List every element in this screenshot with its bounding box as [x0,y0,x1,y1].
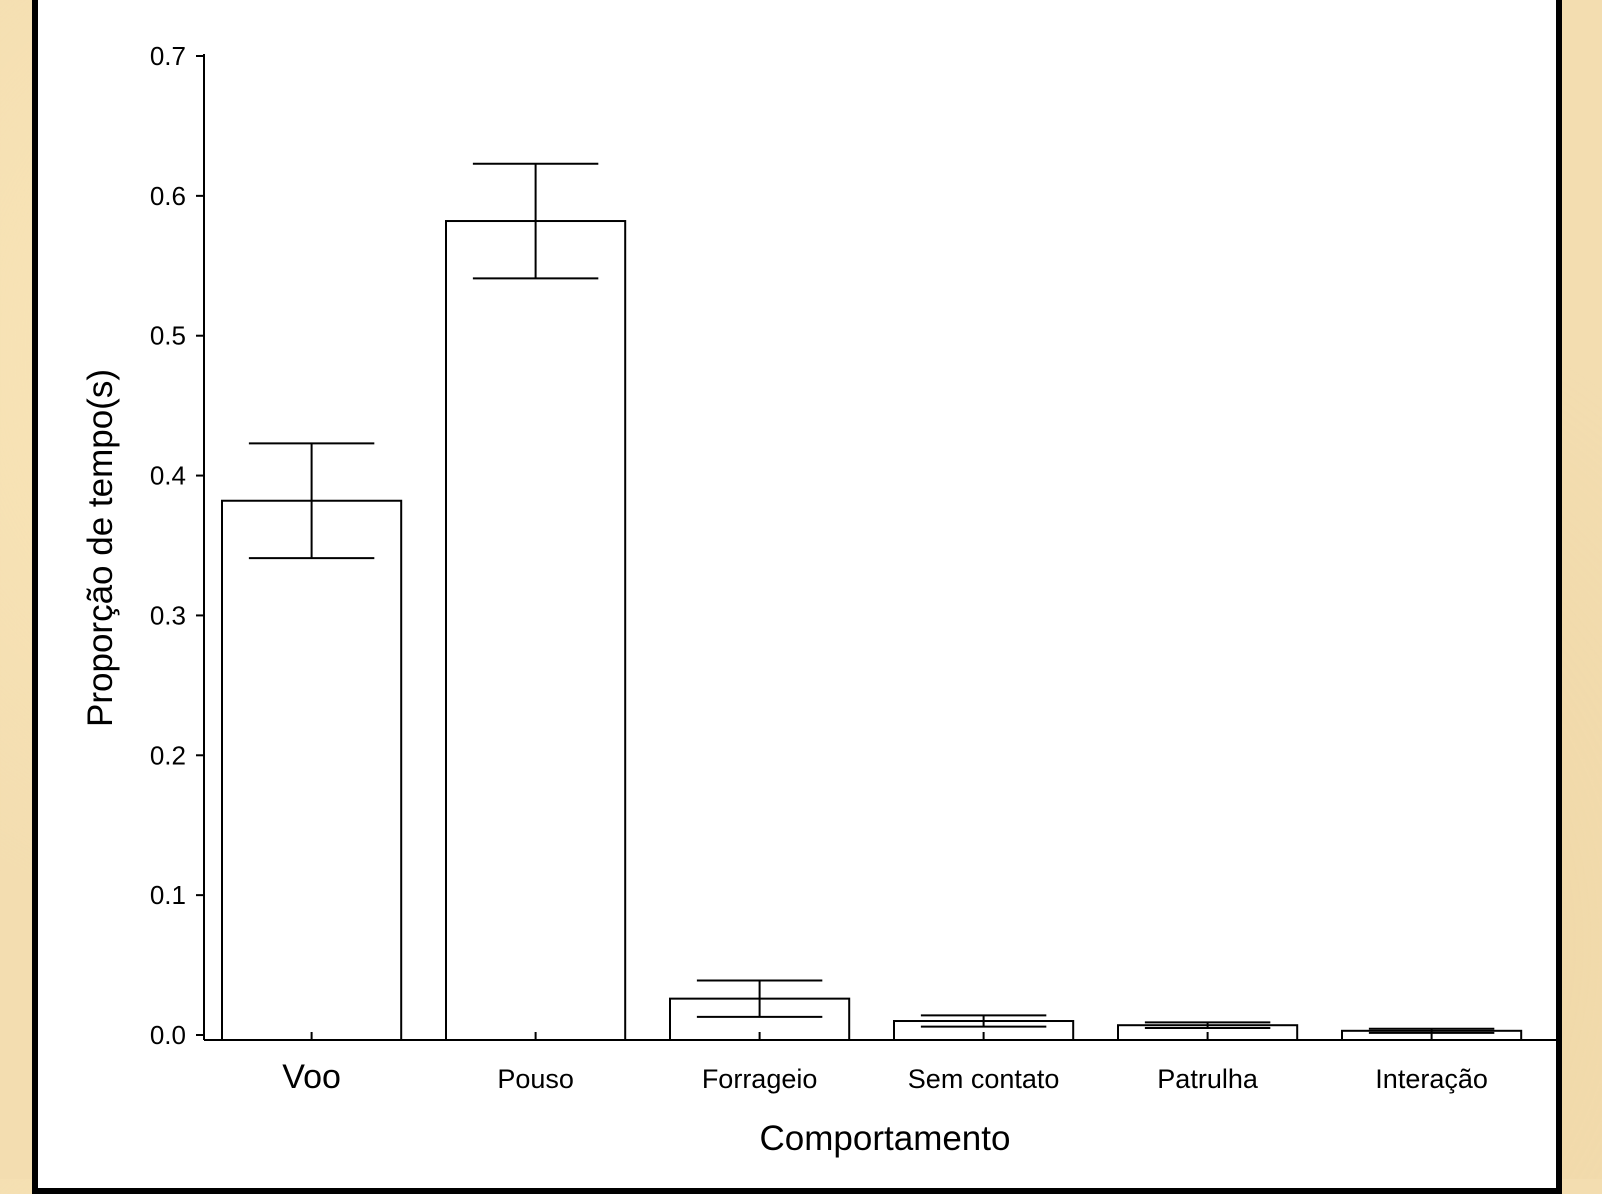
bars [221,220,1523,1042]
y-tick-label: 0.0 [150,1020,186,1050]
x-tick-label: Forrageio [702,1064,818,1094]
y-tick-label: 0.3 [150,600,186,630]
y-tick-label: 0.2 [150,740,186,770]
y-tick-label: 0.1 [150,880,186,910]
y-tick-label: 0.6 [150,181,186,211]
bar [445,220,627,1041]
y-axis-ticks: 0.0 0.1 0.2 0.3 0.4 0.5 0.6 0.7 [150,41,204,1050]
x-tick-label: Patrulha [1157,1064,1259,1094]
x-tick-label: Sem contato [908,1064,1060,1094]
x-tick-label: Voo [282,1058,341,1096]
y-tick-label: 0.5 [150,321,186,351]
x-axis-title: Comportamento [760,1119,1011,1158]
bar [221,499,403,1041]
x-axis-ticks: Voo Pouso Forrageio Sem contato Patrulha Inte… [282,1032,1488,1096]
y-tick-label: 0.4 [150,461,186,491]
y-axis-title: Proporção de tempo(s) [81,369,120,727]
x-tick-label: Pouso [497,1064,574,1094]
y-tick-label: 0.7 [150,41,186,71]
x-tick-label: Interação [1375,1064,1488,1094]
error-bars [248,162,1495,1034]
